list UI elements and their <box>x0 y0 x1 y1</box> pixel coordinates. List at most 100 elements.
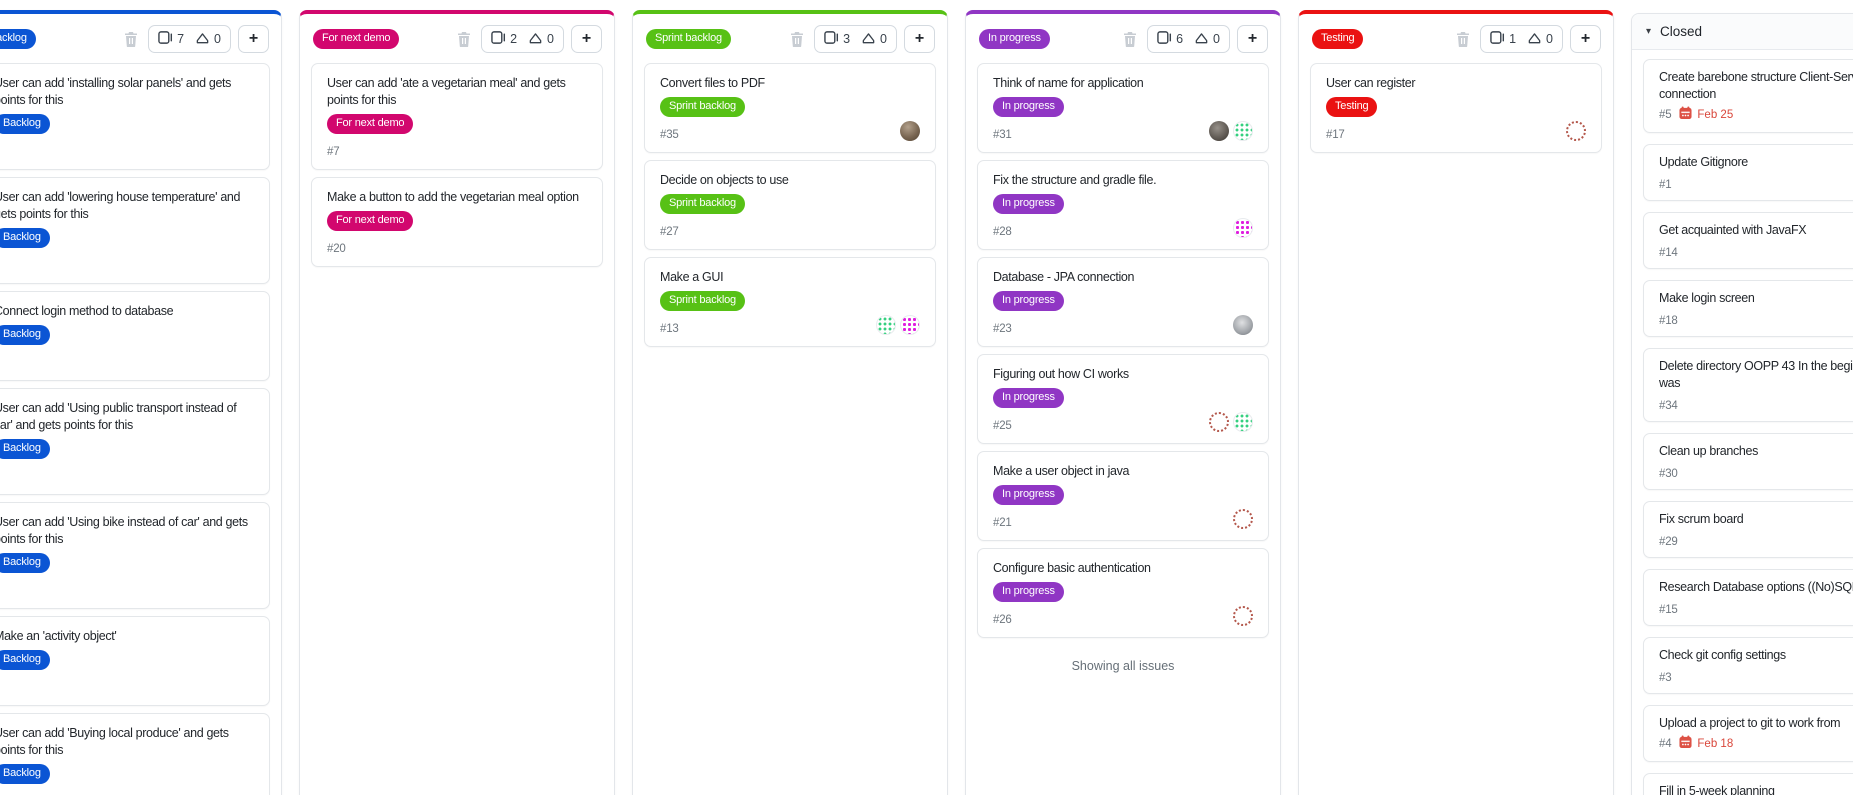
column-collapse-header[interactable]: ▾ Closed <box>1632 14 1853 50</box>
issue-card[interactable]: User can register Testing #17 <box>1310 63 1602 153</box>
issue-card[interactable]: Think of name for application In progress… <box>977 63 1269 153</box>
issue-number: #17 <box>1326 129 1345 141</box>
issue-card[interactable]: Make a GUI Sprint backlog #13 <box>644 257 936 347</box>
card-labels: Sprint backlog <box>660 291 920 311</box>
milestone-count: 0 <box>214 32 221 46</box>
issue-card[interactable]: Make a button to add the vegetarian meal… <box>311 177 603 267</box>
issue-card[interactable]: Convert files to PDF Sprint backlog #35 <box>644 63 936 153</box>
issue-card[interactable]: Database - JPA connection In progress #23 <box>977 257 1269 347</box>
issue-card[interactable]: User can add 'ate a vegetarian meal' and… <box>311 63 603 170</box>
issue-card[interactable]: Fill in 5-week planning <box>1643 773 1853 795</box>
card-count-icon <box>1157 30 1172 48</box>
card-footer <box>0 577 254 597</box>
card-title: User can add 'Buying local produce' and … <box>0 726 229 757</box>
card-label-pill: In progress <box>993 582 1064 602</box>
delete-column-icon[interactable] <box>457 31 471 47</box>
delete-column-icon[interactable] <box>1123 31 1137 47</box>
milestone-count-icon <box>861 30 876 48</box>
issue-card[interactable]: Clean up branches #30 <box>1643 433 1853 490</box>
card-title: Make a GUI <box>660 270 724 284</box>
card-title: Decide on objects to use <box>660 173 789 187</box>
card-title: User can add 'installing solar panels' a… <box>0 76 232 107</box>
assignee-avatar <box>900 315 920 335</box>
card-title: Get acquainted with JavaFX <box>1659 223 1807 237</box>
issue-card[interactable]: Research Database options ((No)SQL?) #15 <box>1643 569 1853 626</box>
issue-number: #7 <box>327 146 340 158</box>
column-backlog: Backlog70+User can add 'installing solar… <box>0 10 282 795</box>
card-meta: #18 <box>1659 315 1678 327</box>
issue-card[interactable]: Figuring out how CI works In progress #25 <box>977 354 1269 444</box>
issue-number: #29 <box>1659 536 1678 548</box>
issue-number: #26 <box>993 614 1012 626</box>
card-label-pill: In progress <box>993 291 1064 311</box>
issue-number: #34 <box>1659 400 1678 412</box>
card-labels: In progress <box>993 194 1253 214</box>
card-list: Create barebone structure Client-Server … <box>1632 50 1853 795</box>
card-title: Research Database options ((No)SQL?) <box>1659 580 1853 594</box>
column-label-pill: In progress <box>979 29 1050 49</box>
card-labels: Testing <box>1326 97 1586 117</box>
card-title: Fix scrum board <box>1659 512 1744 526</box>
assignees <box>1566 121 1586 141</box>
card-footer: #26 <box>993 606 1253 626</box>
card-title: Figuring out how CI works <box>993 367 1129 381</box>
add-card-button[interactable]: + <box>1570 25 1601 53</box>
issue-card[interactable]: Get acquainted with JavaFX #14 <box>1643 212 1853 269</box>
card-title: Think of name for application <box>993 76 1144 90</box>
issue-card[interactable]: Make an 'activity object' Backlog <box>0 616 270 706</box>
delete-column-icon[interactable] <box>124 31 138 47</box>
card-count-icon <box>824 30 839 48</box>
card-title: Update Gitignore <box>1659 155 1748 169</box>
card-label-pill: Backlog <box>0 114 50 134</box>
issue-number: #3 <box>1659 672 1672 684</box>
issue-card[interactable]: Create barebone structure Client-Server … <box>1643 59 1853 133</box>
card-label-pill: Backlog <box>0 764 50 784</box>
issue-card[interactable]: User can add 'lowering house temperature… <box>0 177 270 284</box>
issue-card[interactable]: User can add 'Using bike instead of car'… <box>0 502 270 609</box>
issue-card[interactable]: Delete directory OOPP 43 In the beginnin… <box>1643 348 1853 422</box>
issue-card[interactable]: Update Gitignore #1 <box>1643 144 1853 201</box>
issue-card[interactable]: Make a user object in java In progress #21 <box>977 451 1269 541</box>
issue-card[interactable]: User can add 'Buying local produce' and … <box>0 713 270 795</box>
column-in-progress: In progress 6 0 + Think of name for applicat… <box>965 10 1281 795</box>
issue-card[interactable]: Check git config settings #3 <box>1643 637 1853 694</box>
issue-card[interactable]: Configure basic authentication In progres… <box>977 548 1269 638</box>
add-card-button[interactable]: + <box>571 25 602 53</box>
issue-card[interactable]: User can add 'installing solar panels' a… <box>0 63 270 170</box>
showing-all-issues-note: Showing all issues <box>1071 659 1175 673</box>
card-label-pill: For next demo <box>327 114 414 134</box>
delete-column-icon[interactable] <box>790 31 804 47</box>
milestone-count-icon <box>528 30 543 48</box>
issue-card[interactable]: Upload a project to git to work from #4 Fe… <box>1643 705 1853 762</box>
card-labels: Backlog <box>0 553 254 573</box>
card-meta: #14 <box>1659 247 1678 259</box>
milestone-count: 0 <box>547 32 554 46</box>
assignee-avatar <box>1209 121 1229 141</box>
card-list: User can register Testing #17 <box>1299 60 1613 164</box>
issue-number: #25 <box>993 420 1012 432</box>
card-count: 3 <box>843 32 851 46</box>
card-meta: #23 <box>993 323 1012 335</box>
card-footer: #29 <box>1659 531 1853 548</box>
add-card-button[interactable]: + <box>904 25 935 53</box>
issue-number: #4 <box>1659 737 1672 750</box>
column-header: Sprint backlog 3 0 + <box>633 14 947 60</box>
card-label-pill: Sprint backlog <box>660 194 745 214</box>
card-title: Configure basic authentication <box>993 561 1151 575</box>
card-list: User can add 'installing solar panels' a… <box>0 60 281 795</box>
delete-column-icon[interactable] <box>1456 31 1470 47</box>
card-title: User can add 'ate a vegetarian meal' and… <box>327 76 566 107</box>
issue-card[interactable]: Fix scrum board #29 <box>1643 501 1853 558</box>
issue-card[interactable]: Decide on objects to use Sprint backlog #2… <box>644 160 936 250</box>
card-title: Upload a project to git to work from <box>1659 716 1841 730</box>
card-label-pill: Backlog <box>0 650 50 670</box>
add-card-button[interactable]: + <box>238 25 269 53</box>
card-meta: #29 <box>1659 536 1678 548</box>
issue-card[interactable]: Connect login method to database Backlog <box>0 291 270 381</box>
add-card-button[interactable]: + <box>1237 25 1268 53</box>
card-meta: #21 <box>993 517 1012 529</box>
issue-card[interactable]: Make login screen #18 <box>1643 280 1853 337</box>
issue-card[interactable]: User can add 'Using public transport ins… <box>0 388 270 495</box>
issue-card[interactable]: Fix the structure and gradle file. In pro… <box>977 160 1269 250</box>
